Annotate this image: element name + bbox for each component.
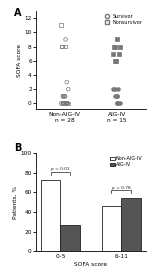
Point bbox=[117, 87, 119, 91]
Text: p = 0.78: p = 0.78 bbox=[112, 186, 130, 190]
Point bbox=[63, 101, 66, 106]
Point bbox=[119, 101, 121, 106]
Text: A: A bbox=[14, 8, 22, 18]
Point bbox=[115, 101, 118, 106]
Legend: Survivor, Nonsurvivor: Survivor, Nonsurvivor bbox=[102, 14, 143, 26]
Point bbox=[62, 94, 64, 99]
Point bbox=[64, 94, 66, 99]
Y-axis label: SOFA score: SOFA score bbox=[17, 44, 22, 77]
Point bbox=[66, 80, 68, 84]
Point bbox=[62, 94, 64, 99]
Point bbox=[62, 101, 64, 106]
Bar bbox=[41, 180, 60, 251]
Y-axis label: Patients, %: Patients, % bbox=[13, 185, 18, 219]
Legend: Non-AIG-IV, AIG-IV: Non-AIG-IV, AIG-IV bbox=[110, 156, 143, 168]
Point bbox=[60, 23, 63, 27]
Point bbox=[112, 51, 114, 56]
Point bbox=[66, 101, 68, 106]
Text: p = 0.01: p = 0.01 bbox=[51, 167, 70, 171]
Point bbox=[112, 87, 114, 91]
X-axis label: SOFA score: SOFA score bbox=[74, 262, 107, 267]
Point bbox=[116, 94, 118, 99]
Bar bbox=[60, 225, 80, 251]
Point bbox=[66, 101, 68, 106]
Text: B: B bbox=[14, 143, 21, 153]
Point bbox=[64, 101, 67, 106]
Point bbox=[116, 37, 118, 42]
Point bbox=[66, 101, 68, 106]
Point bbox=[63, 94, 66, 99]
Point bbox=[118, 51, 120, 56]
Point bbox=[64, 44, 67, 49]
Point bbox=[63, 94, 66, 99]
Point bbox=[66, 101, 69, 106]
Point bbox=[61, 101, 64, 106]
Point bbox=[114, 94, 116, 99]
Point bbox=[66, 101, 69, 106]
Point bbox=[118, 44, 121, 49]
Point bbox=[116, 94, 118, 99]
Point bbox=[114, 44, 116, 49]
Point bbox=[67, 101, 69, 106]
Point bbox=[62, 101, 64, 106]
Point bbox=[64, 37, 67, 42]
Point bbox=[67, 87, 69, 91]
Point bbox=[117, 101, 119, 106]
Point bbox=[61, 44, 63, 49]
Point bbox=[113, 87, 116, 91]
Bar bbox=[102, 206, 121, 251]
Point bbox=[116, 101, 118, 106]
Point bbox=[60, 101, 62, 106]
Point bbox=[60, 44, 63, 49]
Bar bbox=[121, 198, 141, 251]
Point bbox=[115, 59, 117, 63]
Point bbox=[113, 44, 116, 49]
Point bbox=[113, 59, 116, 63]
Point bbox=[61, 101, 64, 106]
